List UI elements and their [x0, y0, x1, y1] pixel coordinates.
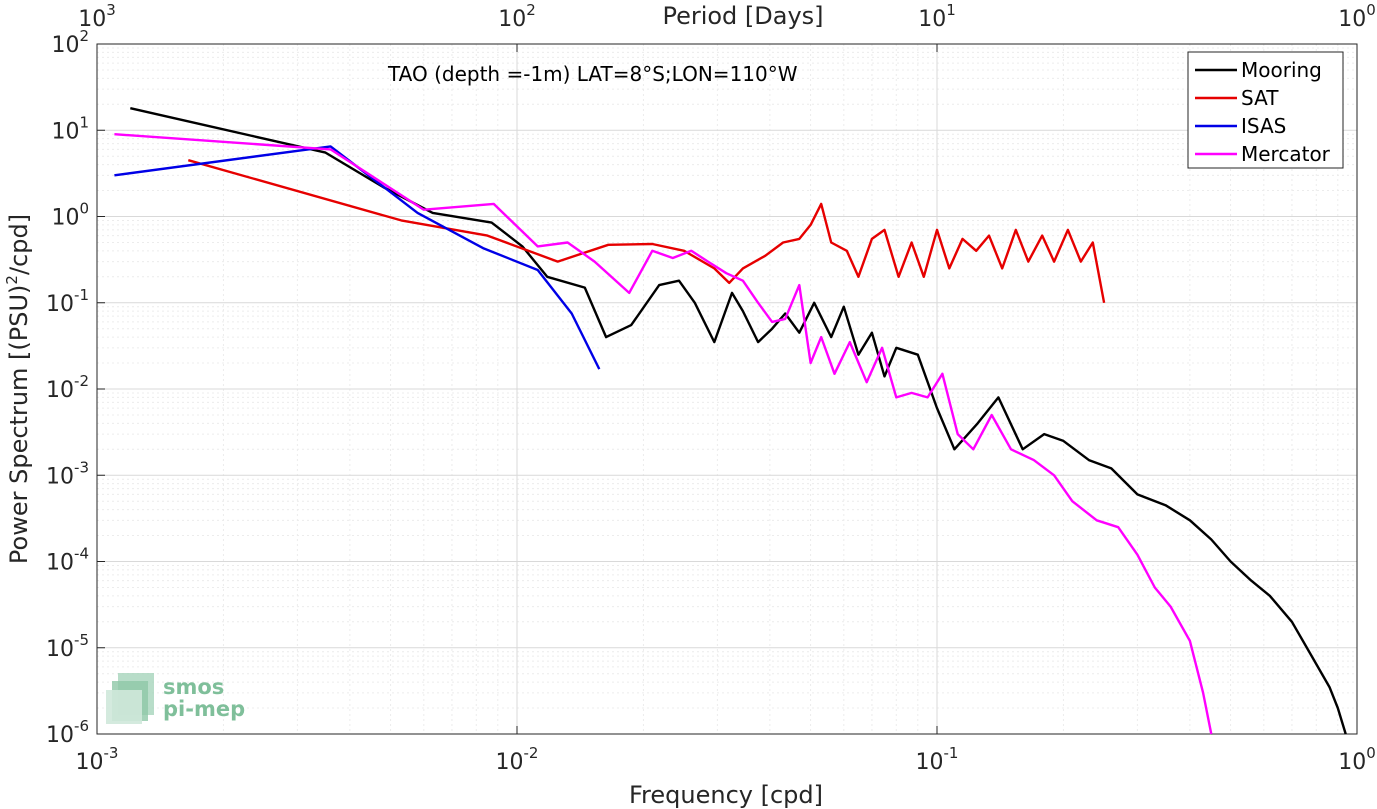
x-tick-label: 10-1: [916, 744, 959, 775]
y-tick-label: 102: [51, 27, 89, 58]
x-tick-label-exponent: -3: [104, 744, 119, 762]
top-tick-label: 102: [498, 1, 536, 32]
series-lines: [114, 107, 1347, 735]
series-line-sat: [187, 159, 1106, 304]
y-tick-label-base: 10: [46, 464, 74, 489]
legend-box: [1187, 51, 1344, 169]
y-tick-label-base: 10: [46, 723, 74, 748]
y-tick-label-exponent: -6: [74, 717, 89, 735]
x-tick-label: 10-3: [76, 744, 119, 775]
legend-label-mooring: Mooring: [1241, 58, 1322, 82]
top-axis-label: Period [Days]: [662, 2, 823, 30]
top-tick-label-exponent: 2: [526, 1, 536, 19]
top-tick-label-base: 10: [918, 7, 946, 32]
y-axis-label-exponent: 2: [3, 275, 21, 285]
series-line-isas: [114, 145, 601, 370]
top-tick-label-base: 10: [1338, 7, 1366, 32]
y-tick-label-base: 10: [51, 206, 79, 231]
logo-mark-front: [106, 690, 142, 724]
x-tick-label-base: 10: [496, 750, 524, 775]
x-tick-label-exponent: -2: [524, 744, 539, 762]
top-tick-label: 103: [78, 1, 116, 32]
legend-label-sat: SAT: [1241, 86, 1279, 110]
top-tick-label: 101: [918, 1, 956, 32]
y-tick-label-exponent: 0: [79, 200, 89, 218]
y-tick-label-exponent: 2: [79, 27, 89, 45]
top-tick-label-exponent: 0: [1366, 1, 1376, 19]
y-tick-label: 101: [51, 113, 89, 144]
y-tick-label: 10-3: [46, 458, 89, 489]
y-tick-label: 10-5: [46, 631, 89, 662]
x-tick-label-base: 10: [76, 750, 104, 775]
y-tick-label-exponent: -5: [74, 631, 89, 649]
top-tick-label-exponent: 1: [946, 1, 956, 19]
y-tick-label-exponent: -2: [74, 372, 89, 390]
y-tick-label-exponent: -1: [74, 286, 89, 304]
y-axis-label-unit: /cpd]: [5, 214, 33, 275]
x-tick-label: 100: [1338, 744, 1376, 775]
y-tick-label-exponent: -3: [74, 458, 89, 476]
legend: Mooring SAT ISAS Mercator: [1187, 51, 1344, 169]
y-tick-label-exponent: -4: [74, 545, 89, 563]
x-axis-label: Frequency [cpd]: [629, 781, 823, 809]
y-axis-label-main: Power Spectrum [(PSU): [5, 285, 33, 564]
x-tick-label-exponent: 0: [1366, 744, 1376, 762]
top-tick-label-base: 10: [498, 7, 526, 32]
y-tick-label-base: 10: [46, 378, 74, 403]
series-line-mercator: [114, 133, 1213, 735]
top-tick-label: 100: [1338, 1, 1376, 32]
x-tick-label-base: 10: [916, 750, 944, 775]
x-tick-label: 10-2: [496, 744, 539, 775]
legend-label-isas: ISAS: [1241, 114, 1286, 138]
y-tick-label: 10-1: [46, 286, 89, 317]
y-tick-label-base: 10: [51, 119, 79, 144]
chart-annotation: TAO (depth =-1m) LAT=8°S;LON=110°W: [387, 62, 798, 86]
x-tick-label-base: 10: [1338, 750, 1366, 775]
y-tick-label-base: 10: [51, 33, 79, 58]
logo-text-pimep: pi-mep: [163, 697, 245, 721]
series-line-mooring: [130, 107, 1347, 735]
legend-label-mercator: Mercator: [1241, 142, 1331, 166]
y-tick-label-base: 10: [46, 292, 74, 317]
top-tick-label-base: 10: [78, 7, 106, 32]
y-tick-label: 100: [51, 200, 89, 231]
smos-pimep-logo: smos pi-mep: [106, 673, 245, 724]
y-tick-label: 10-6: [46, 717, 89, 748]
y-tick-label-exponent: 1: [79, 113, 89, 131]
y-tick-label: 10-4: [46, 545, 89, 576]
logo-text-smos: smos: [163, 675, 224, 699]
y-tick-label-base: 10: [46, 637, 74, 662]
top-tick-label-exponent: 3: [106, 1, 116, 19]
y-tick-label: 10-2: [46, 372, 89, 403]
y-tick-label-base: 10: [46, 551, 74, 576]
y-axis-label: Power Spectrum [(PSU)2/cpd]: [3, 214, 33, 564]
x-tick-label-exponent: -1: [944, 744, 959, 762]
